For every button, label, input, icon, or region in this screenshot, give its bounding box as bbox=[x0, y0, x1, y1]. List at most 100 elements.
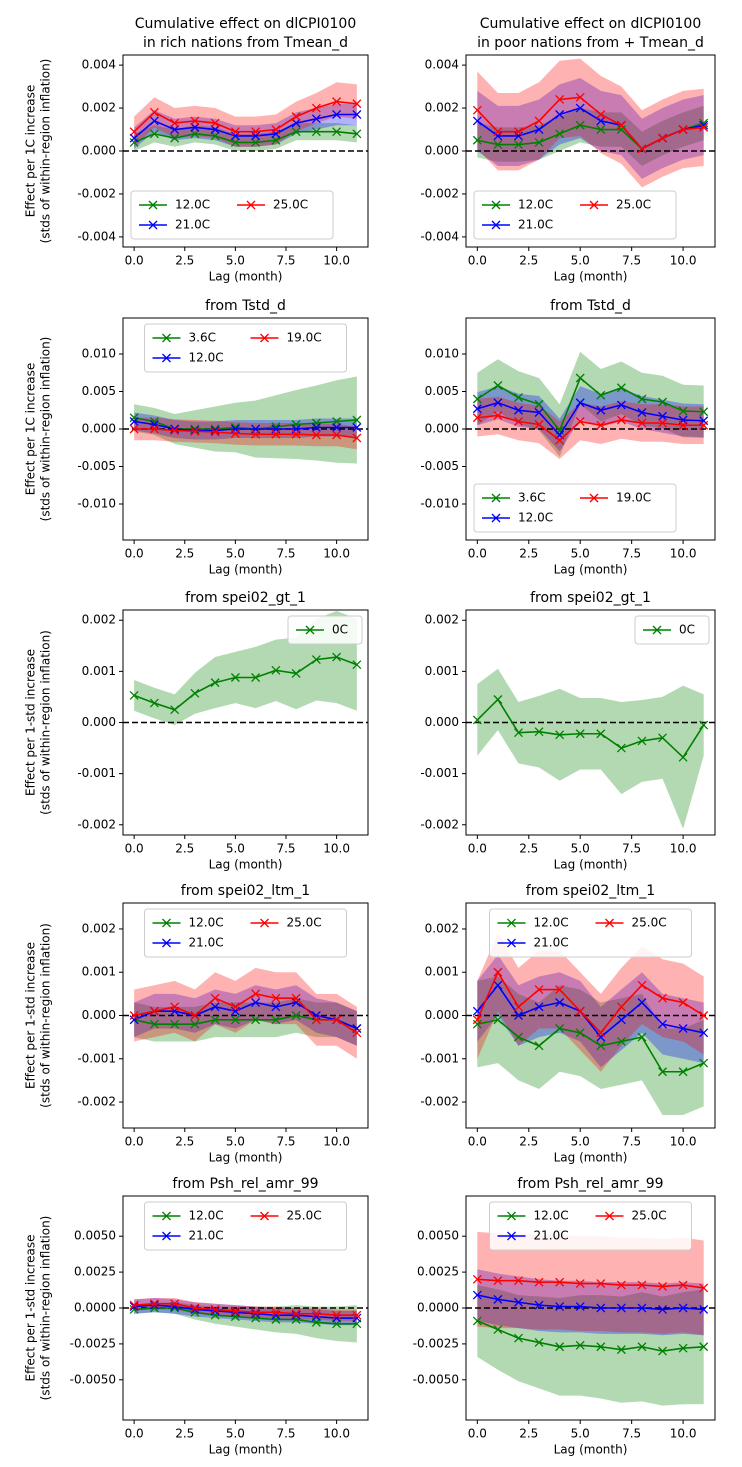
marker bbox=[210, 427, 220, 437]
marker-stroke bbox=[493, 140, 503, 150]
marker-stroke bbox=[616, 1037, 626, 1046]
marker-stroke bbox=[658, 411, 667, 421]
x-axis-label: Lag (month) bbox=[209, 858, 283, 872]
marker bbox=[575, 729, 585, 739]
marker bbox=[170, 424, 180, 434]
x-tick-label: 10.0 bbox=[323, 1427, 350, 1441]
marker bbox=[575, 398, 585, 408]
marker-stroke bbox=[699, 1011, 709, 1020]
confidence-band bbox=[134, 123, 357, 151]
marker bbox=[332, 110, 342, 119]
marker-stroke bbox=[637, 1032, 647, 1042]
marker-stroke bbox=[596, 116, 606, 126]
marker-stroke bbox=[332, 97, 342, 107]
marker bbox=[162, 333, 171, 343]
marker bbox=[149, 1006, 159, 1016]
marker-stroke bbox=[596, 1279, 606, 1289]
marker bbox=[699, 1058, 709, 1068]
y-tick-label: 0.010 bbox=[425, 347, 459, 361]
marker-stroke bbox=[699, 122, 709, 132]
marker-stroke bbox=[616, 383, 626, 393]
y-tick-label: 0.000 bbox=[82, 715, 116, 729]
marker-stroke bbox=[162, 918, 171, 928]
marker-stroke bbox=[332, 1015, 342, 1025]
legend: 0C bbox=[287, 615, 363, 645]
marker bbox=[352, 110, 362, 119]
marker-stroke bbox=[291, 1309, 301, 1319]
marker bbox=[616, 1002, 626, 1012]
subplot-title: from Psh_rel_amr_99 bbox=[517, 1176, 663, 1192]
marker bbox=[230, 127, 240, 137]
marker-stroke bbox=[291, 112, 301, 122]
x-tick-label: 2.5 bbox=[175, 547, 194, 561]
marker-stroke bbox=[658, 1346, 667, 1356]
marker-stroke bbox=[678, 1303, 688, 1313]
marker-stroke bbox=[190, 1019, 200, 1029]
subplot-title: from Tstd_d bbox=[550, 298, 631, 314]
y-tick-label: 0.0050 bbox=[74, 1229, 116, 1243]
plot-area bbox=[466, 1231, 715, 1406]
marker bbox=[251, 673, 261, 682]
confidence-band bbox=[477, 954, 704, 1068]
marker-stroke bbox=[190, 1011, 200, 1020]
marker bbox=[493, 411, 503, 420]
marker bbox=[493, 1015, 503, 1025]
y-axis-label: (stds of within-region inflation) bbox=[39, 59, 53, 244]
marker bbox=[230, 673, 240, 682]
marker-stroke bbox=[616, 400, 626, 410]
marker-stroke bbox=[472, 1316, 482, 1326]
marker bbox=[472, 1015, 482, 1025]
marker-stroke bbox=[514, 1032, 523, 1042]
x-axis-label: Lag (month) bbox=[209, 563, 283, 577]
marker-stroke bbox=[170, 1299, 180, 1309]
marker bbox=[271, 125, 281, 134]
marker bbox=[514, 1333, 523, 1343]
marker bbox=[472, 135, 482, 145]
marker-stroke bbox=[491, 200, 501, 210]
marker bbox=[637, 144, 647, 154]
marker bbox=[534, 1277, 544, 1287]
marker bbox=[575, 1028, 585, 1038]
legend: 12.0C 21.0C 25.0C bbox=[144, 1201, 347, 1251]
x-tick-label: 0.0 bbox=[125, 1427, 144, 1441]
legend-label: 0C bbox=[679, 623, 695, 637]
legend-label: 21.0C bbox=[175, 218, 210, 232]
marker bbox=[637, 1303, 647, 1313]
marker-stroke bbox=[555, 1342, 565, 1352]
marker-stroke bbox=[170, 118, 180, 128]
marker-stroke bbox=[251, 127, 261, 137]
marker bbox=[210, 678, 220, 688]
legend-label: 25.0C bbox=[632, 916, 667, 930]
series-line bbox=[477, 401, 704, 437]
marker-stroke bbox=[162, 938, 171, 948]
marker bbox=[148, 220, 158, 230]
subplot-title: from spei02_ltm_1 bbox=[181, 883, 310, 899]
subplot: 0.0 2.5 5.0 7.5 10.0 0.010 0.005 0.000 -0.005 -0.… bbox=[420, 298, 716, 577]
y-tick-label: -0.002 bbox=[77, 186, 116, 200]
subplot: 0.0 2.5 5.0 7.5 10.0 0.004 0.002 0.000 -0.002 -0.… bbox=[420, 16, 716, 284]
x-tick-label: 10.0 bbox=[323, 1135, 350, 1149]
legend-label: 12.0C bbox=[189, 351, 224, 365]
y-tick-label: 0.0025 bbox=[74, 1265, 116, 1279]
marker-stroke bbox=[534, 1277, 544, 1287]
marker-stroke bbox=[210, 1015, 220, 1025]
marker-stroke bbox=[210, 118, 220, 128]
legend-label: 25.0C bbox=[616, 198, 651, 212]
marker-stroke bbox=[148, 220, 158, 230]
x-tick-label: 5.0 bbox=[571, 1427, 590, 1441]
marker-stroke bbox=[575, 729, 585, 739]
marker bbox=[514, 393, 523, 402]
marker-stroke bbox=[658, 418, 667, 428]
marker bbox=[129, 424, 139, 434]
x-tick-label: 10.0 bbox=[670, 1427, 697, 1441]
subplot: 0.0 2.5 5.0 7.5 10.0 0.002 0.001 0.000 -0.001 -0.… bbox=[24, 883, 369, 1165]
marker-stroke bbox=[575, 373, 585, 383]
y-tick-label: 0.000 bbox=[425, 422, 459, 436]
marker-stroke bbox=[575, 1302, 585, 1312]
marker bbox=[251, 1015, 261, 1025]
marker-stroke bbox=[555, 730, 565, 740]
marker-stroke bbox=[149, 129, 159, 139]
marker-stroke bbox=[637, 1303, 647, 1313]
marker bbox=[658, 1067, 667, 1077]
marker-stroke bbox=[271, 1307, 281, 1317]
